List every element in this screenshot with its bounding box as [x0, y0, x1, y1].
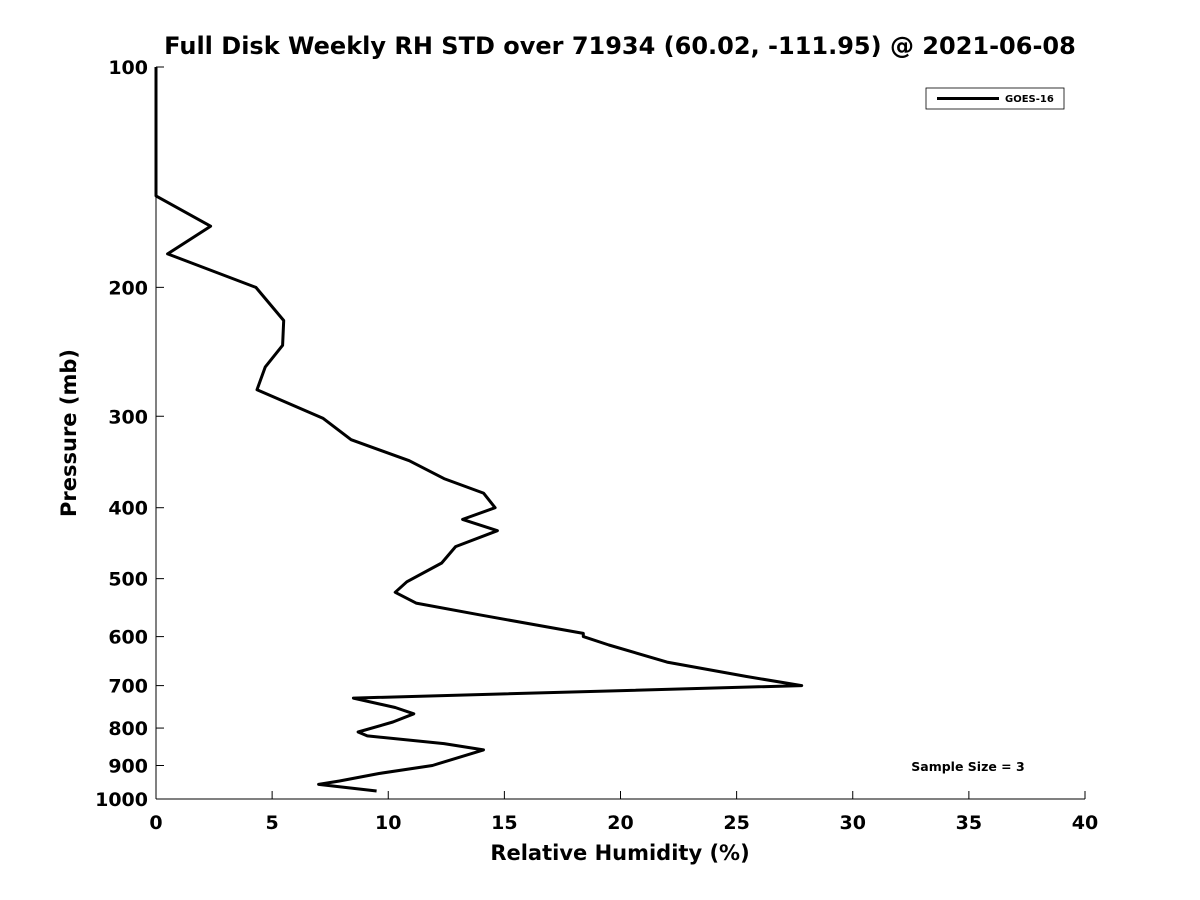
sample-size-annotation: Sample Size = 3 [911, 759, 1024, 774]
y-tick-label: 100 [108, 57, 148, 79]
plot-area [154, 67, 804, 793]
legend-label-goes-16: GOES-16 [1005, 94, 1054, 105]
x-tick-label: 10 [375, 812, 401, 834]
y-tick-label: 700 [108, 676, 148, 698]
x-tick-label: 20 [607, 812, 633, 834]
x-axis-label: Relative Humidity (%) [490, 841, 749, 865]
chart-title: Full Disk Weekly RH STD over 71934 (60.0… [164, 32, 1076, 60]
x-tick-label: 35 [956, 812, 982, 834]
y-tick-label: 400 [108, 498, 148, 520]
legend: GOES-16 [925, 87, 1065, 110]
y-axis-label: Pressure (mb) [57, 349, 81, 517]
y-tick-label: 900 [108, 756, 148, 778]
y-tick-label: 800 [108, 718, 148, 740]
x-tick-label: 15 [491, 812, 517, 834]
y-axis-ticks: 100 200 300 400 500 600 700 800 900 1000 [95, 57, 164, 811]
series-line-goes-16 [154, 67, 804, 793]
y-tick-label: 600 [108, 627, 148, 649]
x-tick-label: 5 [266, 812, 279, 834]
y-tick-label: 500 [108, 569, 148, 591]
x-tick-label: 25 [723, 812, 749, 834]
y-tick-label: 200 [108, 277, 148, 299]
x-tick-label: 40 [1072, 812, 1098, 834]
x-axis-ticks: 0 5 10 15 20 25 30 35 40 [149, 791, 1098, 834]
y-tick-label: 1000 [95, 789, 148, 811]
y-tick-label: 300 [108, 406, 148, 428]
x-tick-label: 30 [840, 812, 866, 834]
x-tick-label: 0 [149, 812, 162, 834]
